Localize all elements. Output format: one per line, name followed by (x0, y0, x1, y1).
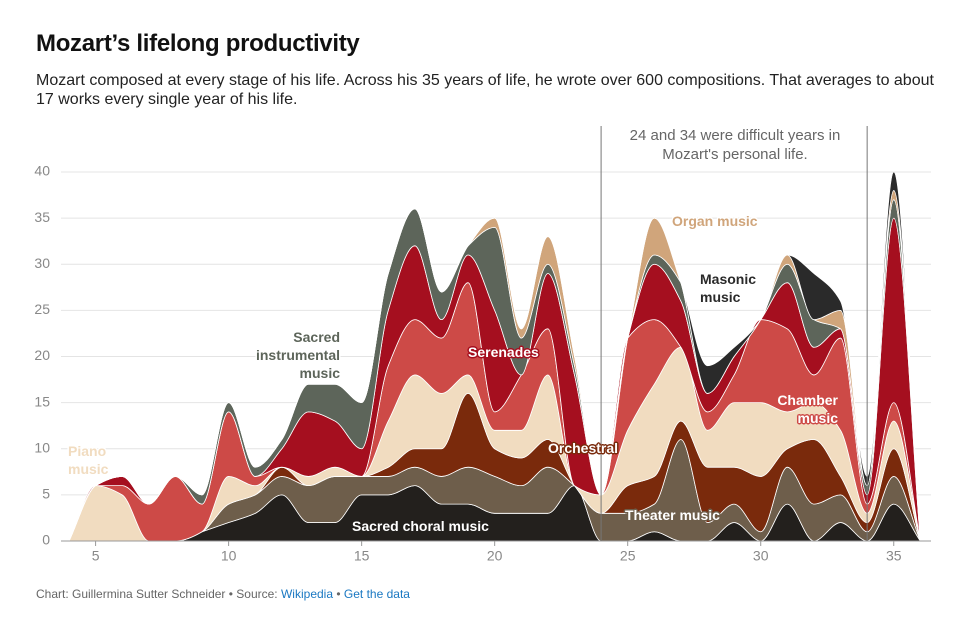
x-tick-label: 5 (92, 548, 100, 564)
y-tick-label: 5 (42, 486, 50, 502)
credit: Chart: Guillermina Sutter Schneider • So… (36, 587, 278, 601)
y-tick-label: 15 (34, 393, 50, 409)
subtitle: Mozart composed at every stage of his li… (36, 72, 934, 108)
x-tick-label: 15 (354, 548, 370, 564)
series-label: Orchestral (548, 440, 619, 456)
y-tick-label: 35 (34, 209, 50, 225)
source-link[interactable]: Wikipedia (280, 587, 334, 601)
y-tick-label: 0 (42, 532, 50, 548)
series-label: Organ music (672, 213, 758, 229)
series-label: Masonic music (700, 271, 757, 305)
series-label: Serenades (468, 344, 539, 360)
x-tick-label: 10 (221, 548, 237, 564)
x-tick-label: 35 (886, 548, 902, 564)
y-tick-label: 20 (34, 347, 50, 363)
y-tick-label: 30 (34, 255, 50, 271)
series-label: Piano music (68, 443, 109, 477)
data-link[interactable]: Get the data (343, 587, 410, 601)
series-label: Theater music (625, 507, 720, 523)
series-label: Sacred instrumental music (255, 329, 340, 381)
separator: • (336, 587, 341, 601)
title: Mozart’s lifelong productivity (36, 30, 360, 57)
x-tick-label: 20 (487, 548, 503, 564)
series-label: Chamber music (777, 392, 838, 426)
annotation: 24 and 34 were difficult years in Mozart… (629, 127, 841, 163)
footer: Chart: Guillermina Sutter Schneider • So… (36, 587, 410, 601)
area (68, 171, 921, 542)
x-tick-label: 30 (753, 548, 769, 564)
y-tick-label: 10 (34, 439, 50, 455)
y-tick-label: 40 (34, 163, 50, 179)
x-tick-label: 25 (620, 548, 636, 564)
y-tick-label: 25 (34, 301, 50, 317)
series-label: Sacred choral music (352, 518, 489, 534)
areas (68, 171, 922, 542)
